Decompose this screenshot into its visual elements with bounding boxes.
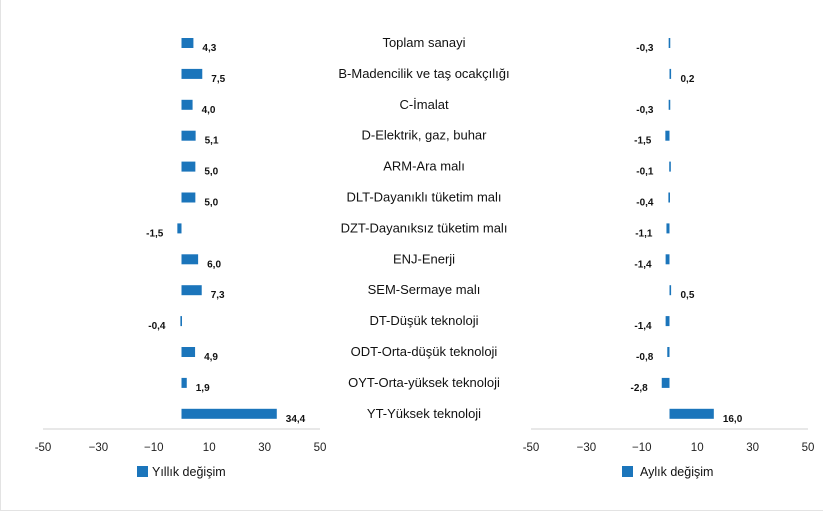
monthly-bar — [669, 408, 714, 419]
monthly-tick-label: 30 — [746, 442, 759, 454]
category-label: DT-Düşük teknoloji — [369, 313, 478, 328]
annual-bar — [177, 223, 182, 234]
annual-tick-label: 50 — [314, 442, 327, 454]
annual-bar — [181, 38, 194, 48]
category-label: C-İmalat — [399, 97, 449, 112]
monthly-data-label: -1,4 — [634, 321, 652, 332]
monthly-data-label: -0,3 — [636, 105, 654, 116]
monthly-bar — [665, 254, 670, 265]
annual-data-label: 1,9 — [196, 383, 210, 394]
monthly-bar — [668, 192, 670, 203]
monthly-tick-label: 10 — [691, 442, 704, 454]
category-label: OYT-Orta-yüksek teknoloji — [348, 375, 500, 390]
monthly-tick-label: −10 — [632, 442, 652, 454]
monthly-data-label: 16,0 — [723, 414, 743, 425]
annual-legend-swatch — [137, 466, 148, 477]
category-label: DLT-Dayanıklı tüketim malı — [346, 190, 501, 205]
annual-tick-label: -50 — [35, 442, 52, 454]
annual-bar — [181, 347, 196, 357]
annual-data-label: -0,4 — [148, 321, 166, 332]
annual-data-label: 4,9 — [204, 352, 218, 363]
monthly-bar — [667, 347, 670, 357]
annual-data-label: -1,5 — [146, 228, 164, 239]
annual-bar — [181, 130, 196, 141]
annual-tick-label: −30 — [89, 442, 109, 454]
category-label: D-Elektrik, gaz, buhar — [362, 128, 488, 143]
annual-data-label: 7,3 — [211, 290, 225, 301]
monthly-legend-swatch — [622, 466, 633, 477]
annual-bar — [181, 285, 202, 296]
annual-legend-label: Yıllık değişim — [152, 465, 226, 479]
category-label: Toplam sanayi — [382, 35, 465, 50]
monthly-tick-label: 50 — [802, 442, 815, 454]
annual-bar — [181, 68, 203, 79]
annual-bar — [181, 161, 196, 172]
monthly-legend-label: Aylık değişim — [640, 465, 713, 479]
monthly-bar — [669, 285, 672, 296]
annual-bar — [181, 99, 193, 110]
annual-bar — [180, 316, 182, 327]
annual-data-label: 5,0 — [204, 198, 218, 209]
monthly-data-label: 0,2 — [681, 74, 695, 85]
category-label: ENJ-Enerji — [393, 251, 455, 266]
category-label: ODT-Orta-düşük teknoloji — [351, 344, 498, 359]
annual-data-label: 6,0 — [207, 259, 221, 270]
monthly-bar — [669, 161, 671, 172]
monthly-bar — [669, 68, 672, 79]
annual-bar — [181, 254, 199, 265]
monthly-data-label: 0,5 — [681, 290, 695, 301]
annual-bar — [181, 192, 196, 203]
monthly-bar — [665, 130, 670, 141]
category-label: ARM-Ara malı — [383, 159, 465, 174]
annual-data-label: 34,4 — [286, 414, 306, 425]
monthly-data-label: -0,4 — [636, 198, 654, 209]
monthly-bar — [668, 38, 671, 48]
annual-bar — [181, 377, 187, 388]
annual-tick-label: 10 — [203, 442, 216, 454]
monthly-data-label: -0,1 — [636, 167, 654, 178]
category-label: B-Madencilik ve taş ocakçılığı — [338, 66, 509, 81]
annual-tick-label: −10 — [144, 442, 164, 454]
category-label: YT-Yüksek teknoloji — [367, 406, 481, 421]
monthly-bar — [668, 99, 671, 110]
monthly-bar — [666, 223, 670, 234]
annual-data-label: 4,3 — [202, 43, 216, 54]
annual-data-label: 7,5 — [211, 74, 225, 85]
monthly-data-label: -2,8 — [631, 383, 649, 394]
monthly-bar — [661, 377, 670, 388]
monthly-data-label: -1,5 — [634, 136, 652, 147]
category-label: DZT-Dayanıksız tüketim malı — [341, 220, 508, 235]
category-label: SEM-Sermaye malı — [368, 282, 481, 297]
monthly-data-label: -0,3 — [636, 43, 654, 54]
annual-tick-label: 30 — [258, 442, 271, 454]
monthly-bar — [665, 316, 670, 327]
monthly-data-label: -1,1 — [635, 228, 653, 239]
annual-data-label: 5,0 — [204, 167, 218, 178]
annual-data-label: 5,1 — [205, 136, 219, 147]
monthly-tick-label: −30 — [577, 442, 597, 454]
annual-data-label: 4,0 — [202, 105, 216, 116]
annual-bar — [181, 408, 277, 419]
monthly-data-label: -1,4 — [634, 259, 652, 270]
monthly-data-label: -0,8 — [636, 352, 654, 363]
monthly-tick-label: -50 — [523, 442, 540, 454]
